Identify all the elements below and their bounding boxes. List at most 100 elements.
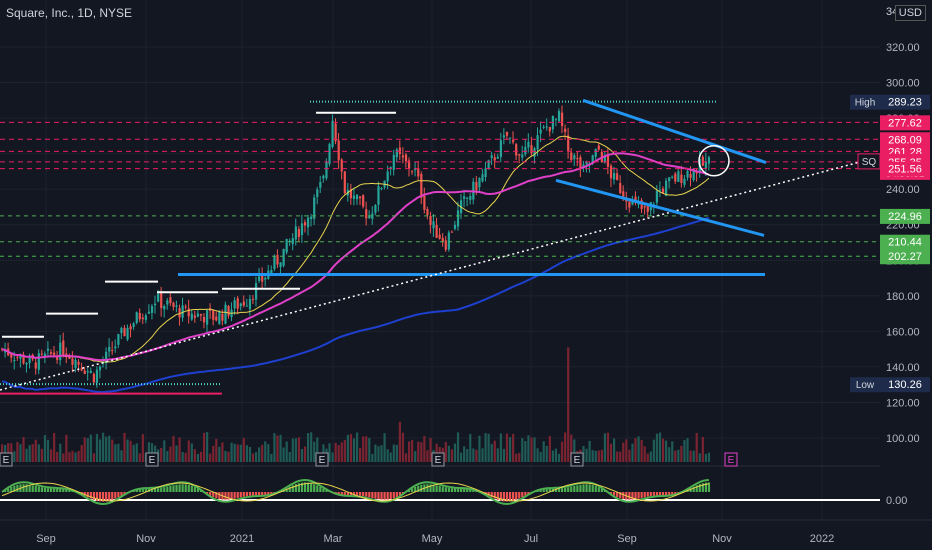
volume-bar <box>22 436 25 462</box>
volume-bar <box>704 453 707 462</box>
macd-histogram <box>10 486 13 492</box>
macd-histogram <box>564 487 567 492</box>
volume-bar <box>407 441 411 462</box>
candle-body <box>40 353 43 355</box>
volume-bar <box>426 450 429 462</box>
macd-histogram <box>267 492 270 495</box>
next-earnings-marker[interactable] <box>724 452 738 467</box>
macd-histogram <box>362 492 365 497</box>
candle-body <box>10 354 13 358</box>
volume-bar <box>190 443 193 462</box>
price-tag-value: 268.09 <box>888 134 922 146</box>
macd-histogram <box>181 484 184 492</box>
currency-button[interactable]: USD <box>894 5 926 21</box>
candle-body <box>539 129 542 134</box>
volume-bar <box>677 449 680 462</box>
macd-histogram <box>521 492 524 498</box>
candle-body <box>622 191 625 197</box>
volume-bar <box>202 432 206 462</box>
macd-histogram <box>597 487 600 492</box>
macd-histogram <box>285 488 288 492</box>
volume-bar <box>631 443 634 462</box>
volume-bar <box>62 453 65 462</box>
price-tag-value: 224.96 <box>888 211 922 223</box>
candle-body <box>123 327 126 337</box>
macd-histogram <box>701 483 704 492</box>
candle-body <box>95 369 99 383</box>
earnings-marker[interactable] <box>431 452 445 467</box>
candle-body <box>496 156 499 159</box>
candle-body <box>508 137 512 139</box>
volume-bar <box>463 446 466 462</box>
macd-histogram <box>643 492 646 498</box>
candle-body <box>603 156 607 163</box>
macd-histogram <box>634 492 637 500</box>
extreme-label-box <box>850 377 880 393</box>
volume-bar <box>551 450 554 462</box>
macd-histogram <box>524 492 527 496</box>
candle-body <box>212 310 215 320</box>
candle-body <box>395 149 398 158</box>
macd-histogram <box>288 486 291 492</box>
volume-bar <box>245 445 248 462</box>
volume-bar <box>59 443 62 462</box>
macd-histogram <box>527 492 530 495</box>
earnings-marker[interactable] <box>315 452 329 467</box>
macd-histogram <box>689 488 692 492</box>
macd-histogram <box>377 492 380 500</box>
volume-bar <box>377 446 380 462</box>
macd-histogram <box>707 482 711 492</box>
price-tag-value: 289.23 <box>888 97 922 109</box>
volume-bar <box>444 442 447 462</box>
macd-histogram <box>628 492 631 500</box>
volume-bar <box>493 440 496 462</box>
volume-bar <box>652 439 655 462</box>
macd-histogram <box>123 492 126 495</box>
candle-body <box>154 303 157 306</box>
candle-body <box>157 293 160 302</box>
macd-histogram <box>154 488 157 492</box>
macd-histogram <box>426 484 429 492</box>
macd-histogram <box>114 492 117 499</box>
macd-histogram <box>392 492 395 499</box>
macd-histogram <box>101 492 105 502</box>
volume-bar <box>533 437 536 462</box>
candle-body <box>597 145 600 150</box>
volume-bar <box>108 435 111 462</box>
volume-bar <box>401 432 405 462</box>
macd-histogram <box>261 492 264 496</box>
volume-bar <box>187 440 190 462</box>
earnings-marker[interactable] <box>145 452 159 467</box>
symbol-title[interactable]: Square, Inc., 1D, NYSE <box>6 6 133 20</box>
candle-body <box>132 323 135 327</box>
macd-histogram <box>92 492 95 500</box>
earnings-marker[interactable] <box>570 452 584 467</box>
candle-body <box>524 146 527 155</box>
candle-body <box>25 362 28 365</box>
candle-body <box>438 234 441 239</box>
macd-histogram <box>570 486 573 492</box>
macd-histogram <box>49 488 53 492</box>
macd-histogram <box>62 489 65 492</box>
candle-body <box>184 306 187 308</box>
earnings-marker[interactable] <box>0 452 13 467</box>
macd-histogram <box>28 484 31 492</box>
candle-body <box>224 304 227 324</box>
volume-bar <box>701 437 704 462</box>
candle-body <box>49 352 53 354</box>
macd-histogram <box>239 492 242 498</box>
macd-histogram <box>447 487 450 492</box>
candle-body <box>527 141 530 148</box>
candle-body <box>542 126 545 128</box>
macd-histogram <box>166 486 169 492</box>
candle-body <box>337 140 340 161</box>
macd-histogram <box>117 492 120 498</box>
volume-bar <box>239 444 242 462</box>
macd-histogram <box>444 487 447 492</box>
volume-bar <box>637 436 640 462</box>
candle-body <box>150 306 154 313</box>
candle-body <box>515 144 518 156</box>
volume-bar <box>132 444 135 462</box>
macd-histogram <box>374 492 377 499</box>
